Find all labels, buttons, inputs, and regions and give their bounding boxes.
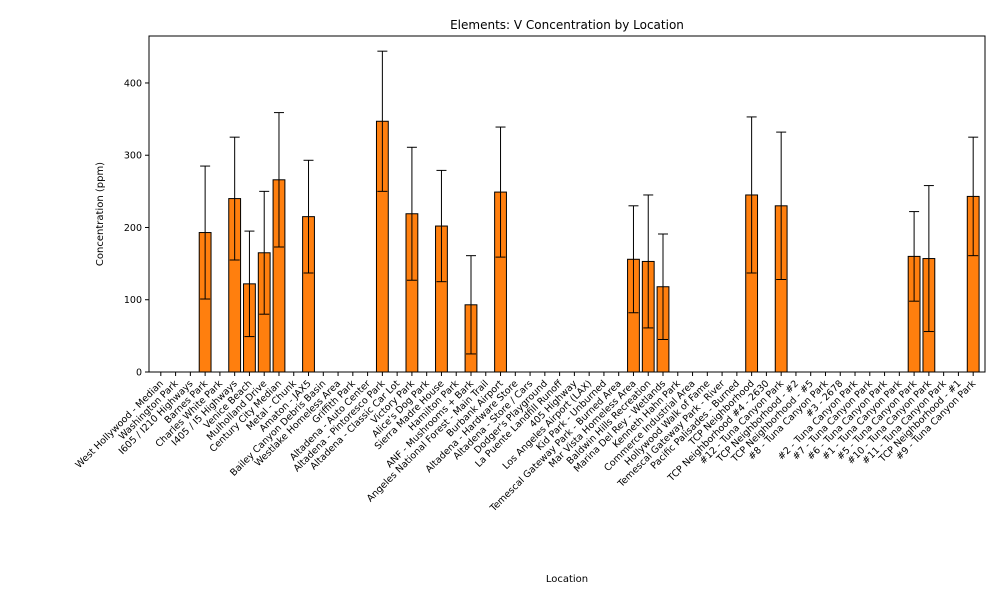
error-bar [244, 230, 255, 338]
error-bar [746, 116, 757, 274]
error-bar [628, 205, 639, 314]
y-axis-label: Concentration (ppm) [95, 162, 106, 266]
error-bar [229, 136, 240, 261]
bars-group [198, 120, 980, 373]
error-bar [200, 165, 211, 300]
error-bar [406, 146, 417, 281]
error-bar [658, 233, 669, 340]
error-bar [643, 194, 654, 329]
error-bar [273, 112, 284, 248]
error-bar [968, 136, 979, 257]
error-bar [923, 185, 934, 333]
error-bar [377, 50, 388, 192]
error-bars-group [200, 50, 979, 355]
error-bar [436, 169, 447, 283]
y-tick-label: 400 [124, 78, 142, 89]
error-bar [259, 190, 270, 315]
y-tick-label: 200 [124, 223, 142, 234]
y-tick-label: 0 [136, 368, 142, 379]
y-tick-label: 100 [124, 295, 142, 306]
error-bar [495, 126, 506, 258]
error-bar [776, 131, 787, 281]
chart-title: Elements: V Concentration by Location [450, 18, 684, 32]
y-axis: 0 100 200 300 400 [124, 78, 149, 379]
x-axis-label: Location [546, 574, 588, 585]
error-bar [303, 159, 314, 274]
y-tick-label: 300 [124, 151, 142, 162]
error-bar [909, 211, 920, 302]
plot-frame [148, 35, 986, 373]
error-bar [465, 255, 476, 355]
